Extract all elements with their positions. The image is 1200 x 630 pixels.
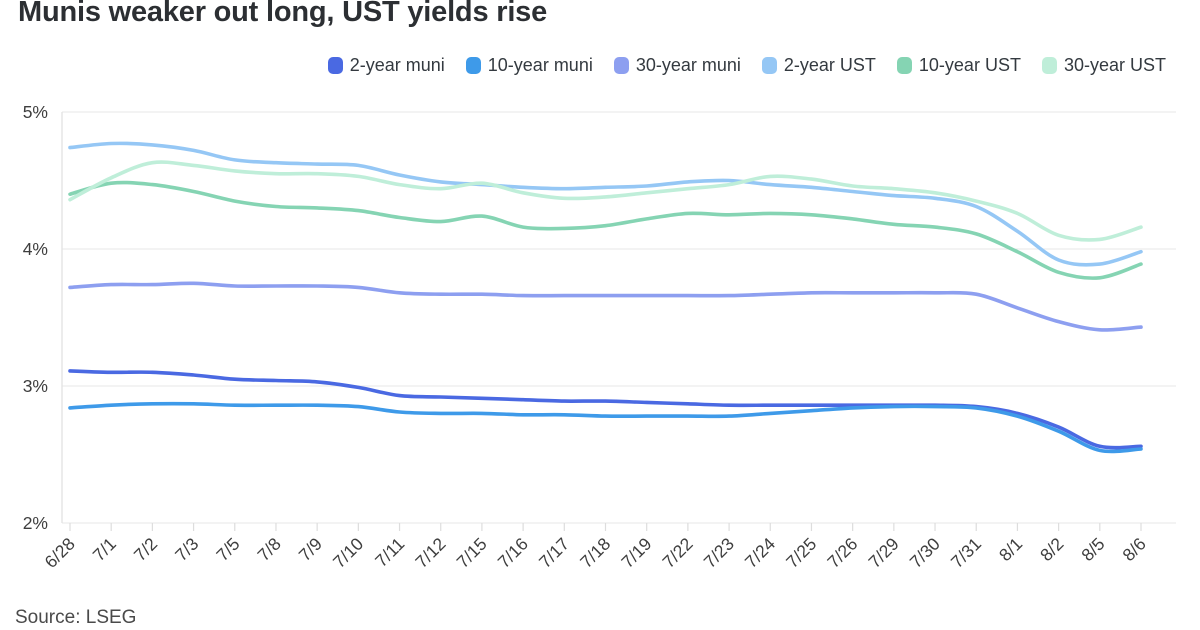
- legend-label: 10-year muni: [487, 55, 593, 75]
- x-tick-label: 7/1: [89, 534, 120, 565]
- series-line-10-year-muni: [68, 401, 1143, 454]
- legend-label: 2-year UST: [783, 55, 876, 75]
- x-tick-label: 7/8: [253, 534, 284, 565]
- axis-layer: [61, 112, 1142, 531]
- source-attribution: Source: LSEG: [15, 607, 137, 628]
- legend-swatch-10-year-ust: [896, 57, 912, 74]
- series-line-10-year-ust: [68, 180, 1143, 280]
- x-tick-label: 7/24: [741, 533, 779, 571]
- x-tick-label: 7/29: [864, 534, 902, 572]
- x-tick-label: 7/26: [823, 534, 861, 572]
- label-layer: 5%4%3%2%6/28 7/1 7/2 7/3 7/5 7/8 7/9 7/10 7/11 7/…: [23, 102, 1150, 572]
- legend-label: 2-year muni: [349, 55, 445, 75]
- x-tick-label: 7/11: [371, 534, 408, 571]
- chart-title: Munis weaker out long, UST yields rise: [18, 0, 548, 28]
- legend-item-2-year-ust: 2-year UST: [761, 55, 876, 76]
- legend-swatch-30-year-ust: [1041, 57, 1057, 74]
- x-tick-label: 7/31: [947, 534, 985, 572]
- legend-swatch-10-year-muni: [465, 57, 481, 74]
- grid-layer: [62, 111, 1176, 524]
- legend-swatch-2-year-muni: [327, 57, 343, 74]
- x-tick-label: 7/9: [295, 534, 326, 565]
- x-tick-label: 8/5: [1077, 534, 1108, 565]
- x-tick-label: 7/5: [212, 534, 243, 565]
- series-line-2-year-ust: [68, 141, 1143, 267]
- line-chart-plot-area: 5%4%3%2%6/28 7/1 7/2 7/3 7/5 7/8 7/9 7/10 7/11 7/…: [23, 102, 1176, 572]
- x-tick-label: 7/19: [617, 534, 655, 572]
- legend-item-10-year-ust: 10-year UST: [896, 55, 1021, 76]
- x-tick-label: 7/25: [782, 534, 820, 572]
- x-tick-label: 7/16: [494, 534, 532, 572]
- legend-swatch-30-year-muni: [613, 57, 629, 74]
- series-line-30-year-muni: [68, 281, 1143, 332]
- x-tick-label: 7/10: [329, 533, 367, 571]
- legend-label: 30-year UST: [1063, 55, 1166, 75]
- x-tick-label: 7/22: [658, 534, 696, 572]
- legend-item-10-year-muni: 10-year muni: [465, 55, 593, 76]
- x-tick-label: 7/18: [576, 534, 614, 572]
- legend-item-2-year-muni: 2-year muni: [327, 55, 445, 76]
- x-tick-label: 6/28: [41, 534, 79, 572]
- y-tick-label: 4%: [23, 239, 48, 259]
- y-tick-label: 5%: [23, 102, 48, 122]
- y-tick-label: 3%: [23, 376, 48, 396]
- legend-item-30-year-muni: 30-year muni: [613, 55, 741, 76]
- x-tick-label: 7/2: [130, 534, 161, 565]
- y-tick-label: 2%: [23, 513, 48, 533]
- x-tick-label: 7/3: [171, 534, 202, 565]
- legend-label: 30-year muni: [635, 55, 741, 75]
- x-tick-label: 8/2: [1036, 534, 1067, 565]
- x-tick-label: 7/12: [411, 534, 449, 572]
- x-tick-label: 7/15: [453, 534, 491, 572]
- legend-item-30-year-ust: 30-year UST: [1041, 55, 1166, 76]
- x-tick-label: 7/30: [906, 533, 944, 571]
- legend: 2-year muni 10-year muni 30-year muni 2-…: [327, 55, 1166, 76]
- x-tick-label: 8/1: [995, 534, 1026, 565]
- x-tick-label: 7/23: [700, 534, 738, 572]
- series-line-30-year-ust: [68, 160, 1143, 242]
- series-layer: [68, 141, 1143, 454]
- x-tick-label: 8/6: [1118, 534, 1149, 565]
- x-tick-label: 7/17: [535, 534, 573, 572]
- legend-label: 10-year UST: [918, 55, 1021, 75]
- legend-swatch-2-year-ust: [761, 57, 777, 74]
